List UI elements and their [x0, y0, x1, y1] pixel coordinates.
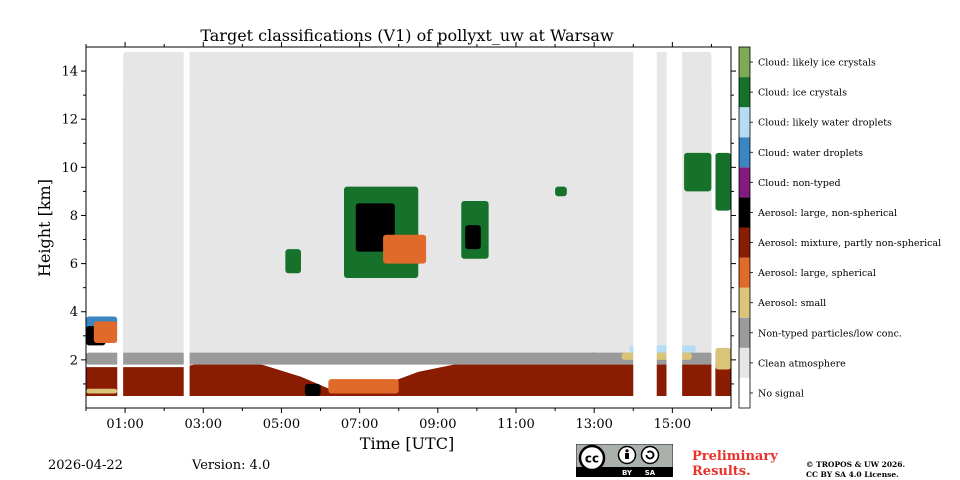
class-region — [465, 225, 481, 250]
cc-icon — [578, 444, 606, 472]
colorbar-segment — [739, 107, 750, 138]
legend-label: Cloud: likely ice crystals — [758, 58, 876, 69]
sa-share-alike-icon — [640, 445, 660, 465]
x-tick-label: 03:00 — [185, 417, 222, 432]
no-signal-gap — [666, 47, 683, 408]
y-tick-label: 4 — [70, 305, 78, 320]
class-region — [715, 152, 731, 211]
svg-text:cc: cc — [585, 452, 599, 466]
x-axis-label: Time [UTC] — [360, 434, 454, 453]
colorbar-segment — [739, 77, 750, 108]
legend-label: Aerosol: mixture, partly non-spherical — [757, 238, 941, 249]
class-region — [285, 249, 301, 274]
legend-label: Aerosol: large, spherical — [757, 268, 876, 279]
class-region — [93, 321, 118, 344]
y-tick-label: 6 — [70, 257, 78, 272]
axes-frame — [85, 46, 732, 409]
preliminary-line-2: Results. — [692, 464, 751, 479]
y-tick-label: 2 — [70, 353, 78, 368]
x-tick-label: 01:00 — [106, 417, 143, 432]
legend-label: Cloud: non-typed — [758, 178, 841, 189]
svg-text:BY: BY — [622, 469, 633, 477]
legend-label: No signal — [758, 388, 804, 399]
class-region — [328, 379, 399, 394]
cc-by-sa-license-badge: cc BY SA — [576, 444, 673, 477]
y-tick-label: 8 — [70, 209, 78, 224]
y-axis: 2 4 6 8 10 12 14 — [61, 65, 736, 385]
colorbar-segment — [739, 317, 750, 348]
y-tick-label: 12 — [61, 113, 78, 128]
date-label: 2026-04-22 — [48, 458, 123, 473]
no-signal-gap — [117, 47, 124, 408]
legend-label: Aerosol: large, non-spherical — [757, 208, 897, 219]
colorbar-segment — [739, 227, 750, 258]
copyright-note: © TROPOS & UW 2026. CC BY SA 4.0 License… — [806, 460, 905, 480]
colorbar-segment — [739, 287, 750, 318]
colorbar-segment — [739, 377, 750, 408]
no-signal-gap — [711, 47, 716, 408]
no-signal-gap — [633, 47, 657, 408]
legend-label: Cloud: water droplets — [758, 148, 863, 159]
y-tick-label: 14 — [61, 65, 78, 80]
class-region — [383, 234, 427, 264]
colorbar-legend: No signal Clean atmosphere Non-typed parti… — [738, 46, 941, 409]
colorbar-segment — [739, 197, 750, 228]
colorbar-segment — [739, 347, 750, 378]
class-region — [304, 383, 321, 396]
legend-label: Clean atmosphere — [758, 358, 846, 369]
colorbar-segment — [739, 257, 750, 288]
x-tick-label: 09:00 — [419, 417, 456, 432]
class-region — [555, 186, 567, 197]
colorbar-frame — [738, 46, 751, 409]
legend-label: Cloud: likely water droplets — [758, 118, 892, 129]
x-axis: 01:00 03:00 05:00 07:00 09:00 11:00 13:00 15:00 — [85, 42, 712, 432]
class-region — [86, 352, 731, 365]
preliminary-line-1: Preliminary — [692, 449, 778, 464]
chart-title: Target classifications (V1) of pollyxt_u… — [200, 26, 614, 45]
class-region — [684, 152, 712, 192]
preliminary-results-note: Preliminary Results. — [692, 449, 778, 479]
svg-text:SA: SA — [645, 469, 656, 477]
colorbar-segment — [739, 167, 750, 198]
legend-label: Cloud: ice crystals — [758, 88, 847, 99]
colorbar-segment — [739, 137, 750, 168]
y-tick-label: 10 — [61, 161, 78, 176]
colorbar-segment — [739, 47, 750, 78]
x-tick-label: 13:00 — [575, 417, 612, 432]
copyright-line-1: © TROPOS & UW 2026. — [806, 460, 906, 469]
x-tick-label: 07:00 — [341, 417, 378, 432]
plot-area — [85, 46, 732, 409]
x-tick-label: 11:00 — [497, 417, 534, 432]
legend-label: Non-typed particles/low conc. — [758, 328, 902, 339]
legend-label: Aerosol: small — [757, 298, 826, 309]
x-tick-label: 15:00 — [654, 417, 691, 432]
y-axis-label: Height [km] — [35, 179, 54, 277]
class-region — [715, 347, 731, 370]
version-label: Version: 4.0 — [192, 458, 271, 473]
no-signal-gap — [183, 47, 190, 408]
copyright-line-2: CC BY SA 4.0 License. — [806, 470, 899, 479]
class-region — [86, 388, 118, 394]
x-tick-label: 05:00 — [263, 417, 300, 432]
